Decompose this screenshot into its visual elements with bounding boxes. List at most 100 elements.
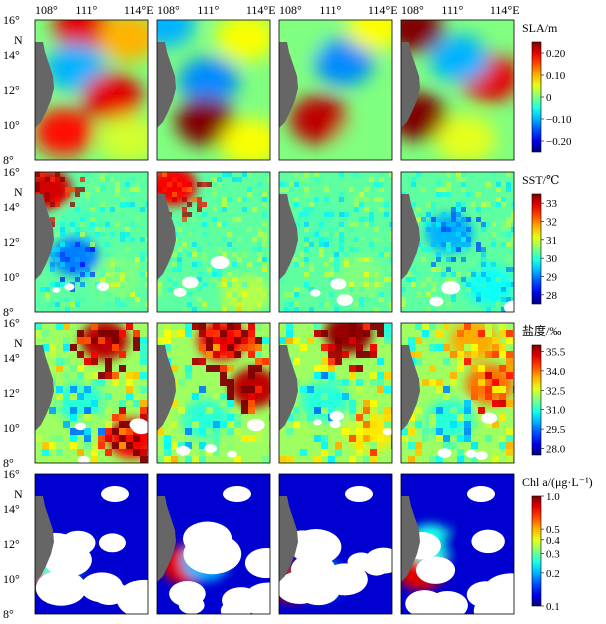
grid-cell (192, 393, 199, 400)
no-data-patch (503, 300, 514, 312)
grid-cell (485, 421, 492, 428)
grid-cell (202, 207, 207, 212)
grid-cell (222, 227, 227, 232)
grid-cell (466, 242, 471, 247)
colorbar-sst (531, 193, 542, 305)
grid-cell (334, 307, 339, 312)
grid-cell (49, 344, 56, 351)
panel-frame (400, 473, 515, 615)
grid-cell (63, 323, 70, 330)
grid-cell (496, 302, 501, 307)
grid-cell (384, 337, 391, 344)
grid-cell (321, 393, 328, 400)
colorbar-title: Chl a/(μg·L⁻¹) (522, 475, 593, 489)
grid-cell (446, 302, 451, 307)
grid-cell (164, 442, 171, 449)
grid-cell (314, 323, 321, 330)
grid-cell (145, 282, 148, 287)
grid-cell (199, 442, 206, 449)
grid-cell (157, 287, 162, 292)
grid-cell (374, 227, 379, 232)
grid-cell (125, 182, 130, 187)
grid-cell (55, 202, 60, 207)
grid-cell (105, 407, 112, 414)
grid-cell (135, 257, 140, 262)
colorbar-tick-label: −0.20 (546, 136, 572, 148)
grid-cell (252, 247, 257, 252)
grid-cell (110, 302, 115, 307)
no-data-patch (43, 543, 92, 577)
grid-cell (247, 227, 252, 232)
grid-cell (379, 282, 384, 287)
grid-cell (80, 282, 85, 287)
map-panel-r2-c1 (35, 172, 148, 312)
grid-cell (501, 202, 506, 207)
no-data-patch (481, 412, 498, 424)
grid-cell (416, 207, 421, 212)
grid-cell (436, 272, 441, 277)
grid-cell (126, 393, 133, 400)
grid-cell (222, 222, 227, 227)
grid-cell (133, 400, 140, 407)
grid-cell (207, 267, 212, 272)
grid-cell (60, 177, 65, 182)
grid-cell (300, 386, 307, 393)
grid-cell (56, 393, 63, 400)
grid-cell (328, 344, 335, 351)
grid-cell (55, 302, 60, 307)
field-feature (98, 115, 148, 160)
grid-cell (100, 242, 105, 247)
grid-cell (77, 337, 84, 344)
grid-cell (446, 182, 451, 187)
grid-cell (140, 372, 147, 379)
grid-cell (80, 217, 85, 222)
grid-cell (262, 197, 267, 202)
grid-cell (370, 351, 377, 358)
grid-cell (324, 212, 329, 217)
grid-cell (499, 323, 506, 330)
grid-cell (56, 358, 63, 365)
grid-cell (466, 287, 471, 292)
grid-cell (328, 351, 335, 358)
grid-cell (328, 372, 335, 379)
grid-cell (415, 421, 422, 428)
grid-cell (133, 372, 140, 379)
grid-cell (335, 337, 342, 344)
grid-cell (391, 442, 392, 449)
grid-cell (112, 442, 119, 449)
grid-cell (197, 202, 202, 207)
grid-cell (457, 330, 464, 337)
grid-cell (461, 177, 466, 182)
grid-cell (486, 222, 491, 227)
grid-cell (242, 267, 247, 272)
grid-cell (476, 217, 481, 222)
grid-cell (309, 307, 314, 312)
grid-cell (401, 297, 406, 302)
grid-cell (300, 344, 307, 351)
grid-cell (286, 323, 293, 330)
grid-cell (77, 351, 84, 358)
grid-cell (431, 307, 436, 312)
grid-cell (492, 456, 499, 463)
grid-cell (314, 172, 319, 177)
grid-cell (443, 435, 450, 442)
grid-cell (314, 456, 321, 463)
grid-cell (324, 237, 329, 242)
no-data-patch (64, 283, 75, 291)
grid-cell (324, 262, 329, 267)
grid-cell (164, 421, 171, 428)
grid-cell (408, 414, 415, 421)
grid-cell (342, 351, 349, 358)
grid-cell (446, 242, 451, 247)
no-data-patch (382, 428, 392, 436)
grid-cell (314, 202, 319, 207)
grid-cell (446, 227, 451, 232)
colorbar-tick-label: 0.20 (546, 48, 566, 60)
grid-cell (431, 242, 436, 247)
grid-cell (241, 407, 248, 414)
grid-cell (130, 292, 135, 297)
grid-cell (75, 232, 80, 237)
grid-cell (436, 428, 443, 435)
grid-cell (359, 297, 364, 302)
no-data-patch (96, 282, 110, 291)
